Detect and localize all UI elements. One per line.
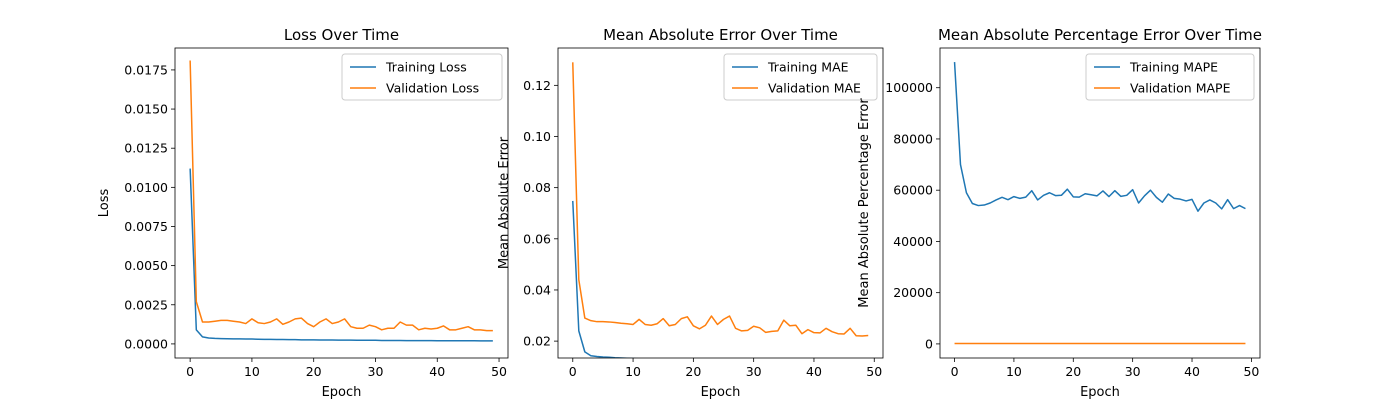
x-tick-label: 0: [569, 364, 577, 379]
y-tick-label: 20000: [893, 285, 933, 300]
x-axis-label: Epoch: [322, 385, 362, 400]
y-tick-label: 0.0050: [124, 258, 168, 273]
x-tick-label: 30: [1125, 364, 1141, 379]
chart-title: Mean Absolute Error Over Time: [603, 26, 838, 44]
y-axis-label: Mean Absolute Percentage Error: [857, 98, 872, 308]
y-tick-label: 0.0075: [124, 219, 168, 234]
y-tick-label: 40000: [893, 234, 933, 249]
x-tick-label: 40: [429, 364, 445, 379]
x-tick-label: 10: [1006, 364, 1022, 379]
y-tick-label: 0.02: [523, 334, 551, 349]
chart-panel-3: 0 10 20 30 40 50 0 20000 40000 60000 80000 100000 Me…: [857, 26, 1262, 400]
x-tick-label: 0: [951, 364, 959, 379]
series-line-training-mape: [953, 62, 1246, 212]
y-tick-label: 0.06: [523, 231, 551, 246]
y-tick-label: 0.0025: [124, 297, 168, 312]
y-tick-label: 0.0125: [124, 141, 168, 156]
chart-title: Mean Absolute Percentage Error Over Time: [938, 26, 1262, 44]
y-tick-label: 0.0100: [124, 180, 168, 195]
series-line-validation-mae: [572, 62, 869, 337]
x-tick-label: 20: [306, 364, 322, 379]
x-tick-label: 10: [244, 364, 260, 379]
chart-panel-1: 0 10 20 30 40 50 0.0000 0.0025 0.0050 0.0075 0.010…: [97, 26, 509, 400]
y-tick-label: 60000: [893, 183, 933, 198]
y-tick-label: 0.10: [523, 129, 551, 144]
legend-box: [723, 53, 878, 101]
series-line-validation-loss: [189, 60, 493, 332]
x-tick-label: 30: [368, 364, 384, 379]
x-tick-label: 50: [491, 364, 507, 379]
x-tick-label: 30: [746, 364, 762, 379]
legend-label: Validation MAE: [768, 81, 861, 96]
y-tick-label: 0.12: [523, 78, 551, 93]
x-tick-label: 0: [186, 364, 194, 379]
y-tick-label: 0.0150: [124, 102, 168, 117]
series-line-training-loss: [189, 168, 493, 342]
legend-label: Validation MAPE: [1130, 81, 1231, 96]
axes-frame: [174, 47, 509, 359]
y-tick-label: 0.04: [523, 282, 551, 297]
legend-label: Training MAE: [767, 60, 849, 75]
chart-panel-2: 0 10 20 30 40 50 0.02 0.04 0.06 0.08 0.10 0.12 Mean …: [497, 26, 884, 400]
y-tick-label: 80000: [893, 131, 933, 146]
series-line-training-mae: [572, 200, 639, 358]
legend-label: Validation Loss: [386, 81, 479, 96]
y-tick-label: 0: [925, 336, 933, 351]
x-tick-label: 40: [806, 364, 822, 379]
y-axis-label: Loss: [97, 189, 112, 218]
x-tick-label: 40: [1184, 364, 1200, 379]
legend-label: Training Loss: [385, 60, 467, 75]
legend-box: [1085, 53, 1255, 101]
y-axis-label: Mean Absolute Error: [497, 136, 512, 269]
chart-title: Loss Over Time: [284, 26, 399, 44]
x-tick-label: 50: [1243, 364, 1259, 379]
legend: Training MAE Validation MAE: [723, 53, 878, 101]
y-tick-label: 0.0000: [124, 336, 168, 351]
axes-frame: [939, 47, 1261, 359]
y-tick-label: 0.08: [523, 180, 551, 195]
x-tick-label: 20: [685, 364, 701, 379]
axes-frame: [557, 47, 884, 359]
x-tick-label: 10: [625, 364, 641, 379]
x-axis-label: Epoch: [701, 385, 741, 400]
y-tick-label: 100000: [885, 80, 933, 95]
legend-label: Training MAPE: [1129, 60, 1218, 75]
legend: Training MAPE Validation MAPE: [1085, 53, 1255, 101]
legend: Training Loss Validation Loss: [341, 53, 503, 101]
y-tick-label: 0.0175: [124, 62, 168, 77]
x-tick-label: 50: [866, 364, 882, 379]
legend-box: [341, 53, 503, 101]
x-tick-label: 20: [1065, 364, 1081, 379]
x-axis-label: Epoch: [1080, 385, 1120, 400]
